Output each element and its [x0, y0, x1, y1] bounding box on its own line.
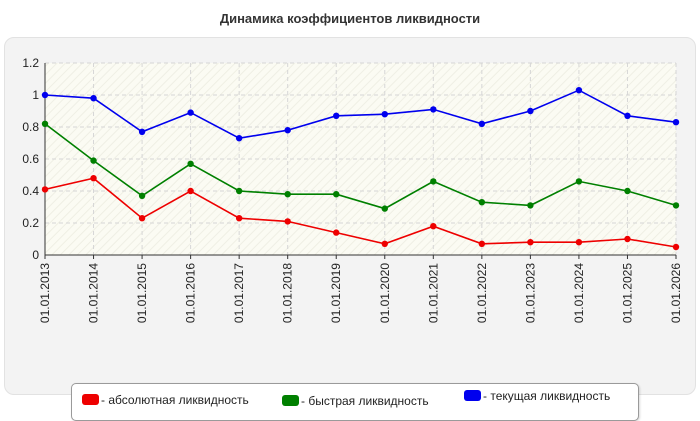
y-tick-label: 0.8	[22, 120, 39, 134]
y-tick-label: 0	[32, 248, 39, 262]
series-2-point	[478, 199, 486, 206]
series-1-point	[235, 215, 243, 222]
series-2-point	[624, 187, 631, 195]
series-3-point	[187, 109, 194, 116]
series-2-point	[527, 202, 534, 209]
series-3-point	[624, 112, 631, 120]
y-tick-label: 0.2	[22, 216, 39, 230]
x-tick-label: 01.01.2016	[184, 263, 198, 323]
legend-item: - текущая ликвидность	[464, 389, 610, 403]
series-3-point	[527, 107, 534, 115]
x-tick-label: 01.01.2020	[378, 263, 392, 323]
series-2-point	[284, 191, 291, 198]
x-tick-label: 01.01.2017	[232, 263, 246, 323]
y-tick-label: 0.4	[22, 184, 39, 198]
series-3-point	[575, 87, 583, 94]
series-1-point	[624, 235, 631, 243]
x-tick-label: 01.01.2021	[426, 263, 440, 323]
y-tick-label: 0.6	[22, 152, 39, 166]
series-1-point	[333, 229, 340, 236]
series-2-point	[575, 178, 583, 185]
x-tick-label: 01.01.2018	[281, 263, 295, 323]
x-tick-label: 01.01.2022	[475, 263, 489, 323]
x-tick-label: 01.01.2026	[669, 263, 683, 323]
series-2-point	[381, 205, 388, 212]
x-tick-label: 01.01.2025	[620, 263, 634, 323]
series-2-point	[138, 192, 146, 199]
series-1-point	[575, 239, 583, 246]
series-3-point	[284, 127, 291, 134]
chart-title: Динамика коэффициентов ликвидности	[219, 11, 481, 26]
series-2-point	[235, 187, 243, 195]
series-1-point	[41, 186, 49, 193]
series-line-1	[44, 177, 677, 248]
y-tick-label: 1.2	[22, 56, 39, 70]
series-1-point	[672, 243, 680, 251]
series-line-2	[44, 123, 677, 210]
series-3-point	[333, 112, 340, 120]
series-1-point	[138, 215, 146, 222]
legend-label: - текущая ликвидность	[483, 389, 611, 403]
series-1-point	[381, 240, 388, 247]
series-3-point	[478, 120, 486, 128]
series-3-point	[672, 119, 680, 126]
series-1-point	[284, 218, 291, 225]
chart-container: Динамика коэффициентов ликвидности 0 0.2 0…	[4, 11, 696, 421]
y-tick-label: 1	[32, 88, 39, 102]
series-2-point	[90, 157, 97, 164]
series-1-point	[478, 240, 486, 247]
legend-swatch	[464, 390, 481, 401]
series-3-point	[41, 91, 49, 99]
legend-label: - быстрая ликвидность	[301, 394, 429, 408]
series-2-point	[333, 191, 340, 198]
x-tick-label: 01.01.2024	[572, 263, 586, 323]
legend-label: - абсолютная ликвидность	[101, 393, 249, 407]
x-tick-label: 01.01.2023	[523, 263, 537, 323]
series-1-point	[527, 239, 534, 246]
series-1-point	[187, 187, 194, 195]
series-1-point	[430, 223, 437, 230]
legend: - абсолютная ликвидность - быстрая ликвид…	[71, 383, 639, 421]
plot-area: 0 0.2 0.4 0.6 0.8 1 1.2 01.01.2013 01.01.2014 01.…	[22, 56, 683, 323]
series-1-point	[90, 175, 97, 182]
series-3-point	[235, 135, 243, 142]
x-tick-label: 01.01.2015	[135, 263, 149, 323]
series-line-3	[44, 89, 677, 140]
legend-swatch	[282, 395, 299, 406]
series-2-point	[187, 160, 194, 167]
series-3-point	[430, 106, 437, 113]
series-3-point	[138, 128, 146, 135]
chart-panel: 0 0.2 0.4 0.6 0.8 1 1.2 01.01.2013 01.01.2014 01.…	[4, 37, 696, 421]
x-tick-label: 01.01.2014	[87, 263, 101, 323]
legend-item: - абсолютная ликвидность	[82, 393, 249, 407]
series-2-point	[430, 178, 437, 185]
legend-item: - быстрая ликвидность	[282, 394, 429, 408]
series-2-point	[672, 202, 680, 209]
series-3-point	[381, 111, 388, 118]
series-2-point	[41, 120, 49, 128]
series-3-point	[90, 95, 97, 102]
x-tick-label: 01.01.2013	[38, 263, 52, 323]
x-tick-label: 01.01.2019	[329, 263, 343, 323]
